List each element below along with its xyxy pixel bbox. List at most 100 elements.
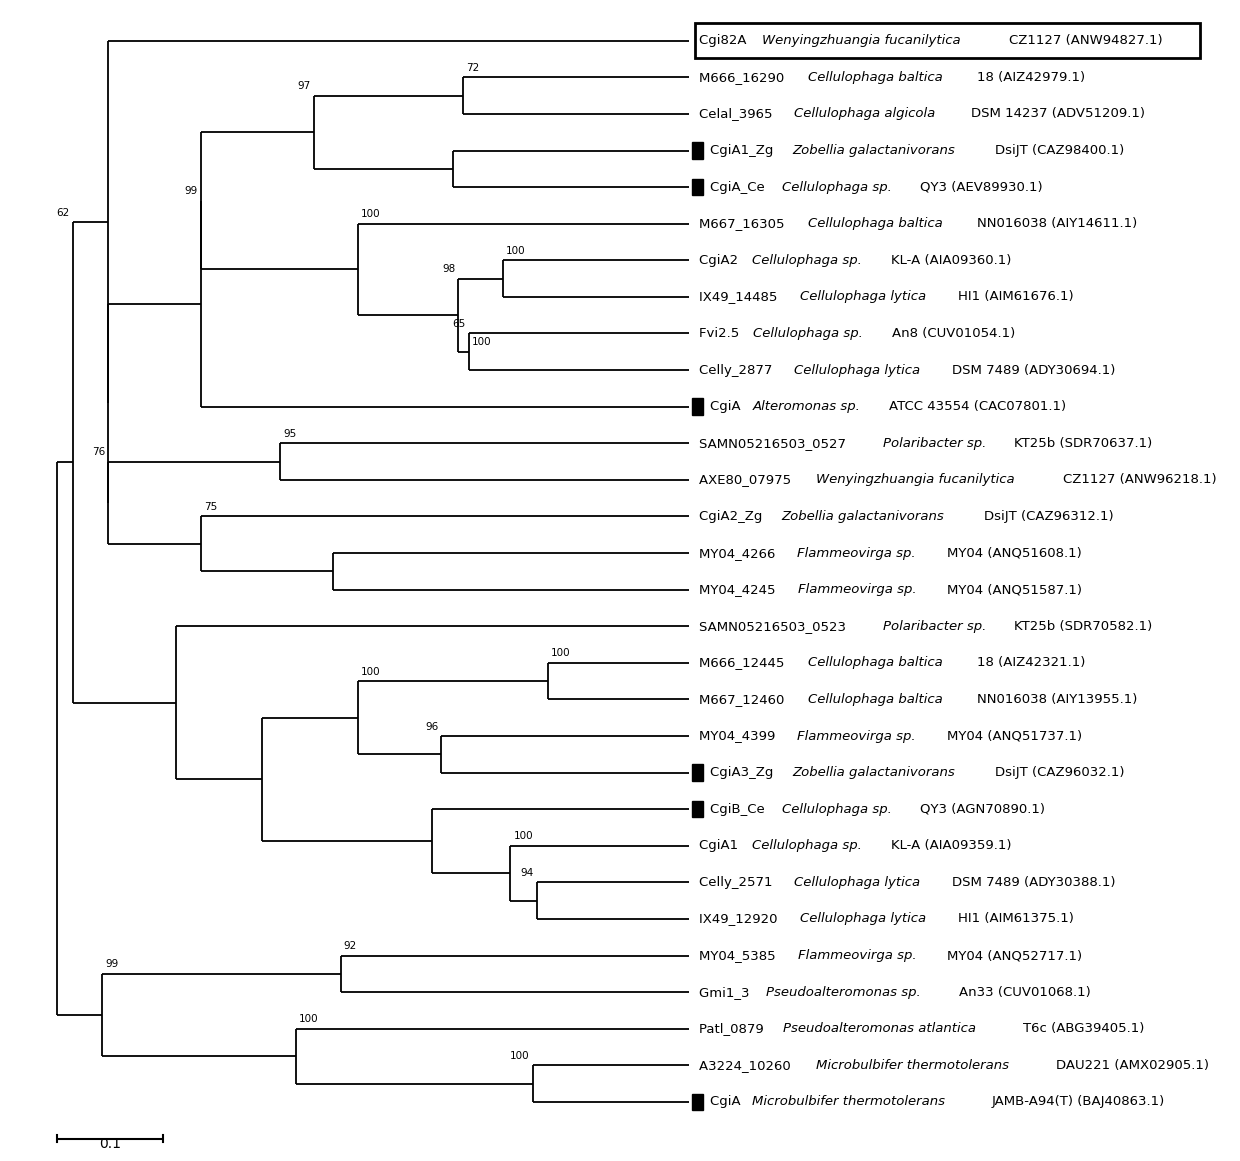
Text: MY04 (ANQ51608.1): MY04 (ANQ51608.1) xyxy=(946,547,1081,560)
Text: Celal_3965: Celal_3965 xyxy=(699,108,777,121)
Text: Wenyingzhuangia fucanilytica: Wenyingzhuangia fucanilytica xyxy=(763,35,965,48)
Text: An33 (CUV01068.1): An33 (CUV01068.1) xyxy=(959,986,1091,998)
Text: 18 (AIZ42979.1): 18 (AIZ42979.1) xyxy=(977,71,1085,84)
Text: AXE80_07975: AXE80_07975 xyxy=(699,474,796,486)
Text: Pseudoalteromonas sp.: Pseudoalteromonas sp. xyxy=(766,986,925,998)
Text: Polaribacter sp.: Polaribacter sp. xyxy=(883,620,991,633)
Text: DSM 14237 (ADV51209.1): DSM 14237 (ADV51209.1) xyxy=(971,108,1145,121)
Text: Cellulophaga lytica: Cellulophaga lytica xyxy=(794,363,924,376)
Text: T6c (ABG39405.1): T6c (ABG39405.1) xyxy=(1023,1022,1145,1036)
Text: CgiA2_Zg: CgiA2_Zg xyxy=(699,510,768,522)
Text: M667_12460: M667_12460 xyxy=(699,693,789,706)
Text: DsiJT (CAZ96312.1): DsiJT (CAZ96312.1) xyxy=(985,510,1114,522)
Text: 100: 100 xyxy=(513,831,533,842)
Text: Polaribacter sp.: Polaribacter sp. xyxy=(883,437,991,449)
Text: CgiA1_Zg: CgiA1_Zg xyxy=(711,144,777,157)
Text: HI1 (AIM61375.1): HI1 (AIM61375.1) xyxy=(959,913,1074,925)
Text: Cellulophaga baltica: Cellulophaga baltica xyxy=(808,71,947,84)
Text: CgiA: CgiA xyxy=(711,401,745,413)
Text: 75: 75 xyxy=(203,502,217,512)
Text: QY3 (AGN70890.1): QY3 (AGN70890.1) xyxy=(920,802,1045,816)
Text: IX49_14485: IX49_14485 xyxy=(699,290,782,303)
Text: 18 (AIZ42321.1): 18 (AIZ42321.1) xyxy=(977,656,1085,670)
Text: DSM 7489 (ADY30388.1): DSM 7489 (ADY30388.1) xyxy=(952,875,1116,889)
Text: 65: 65 xyxy=(453,319,466,329)
Text: Cellulophaga sp.: Cellulophaga sp. xyxy=(753,839,867,852)
Text: 92: 92 xyxy=(343,942,357,951)
Text: M666_16290: M666_16290 xyxy=(699,71,789,84)
Text: CgiA2: CgiA2 xyxy=(699,254,743,267)
Text: Pseudoalteromonas atlantica: Pseudoalteromonas atlantica xyxy=(784,1022,981,1036)
Text: 62: 62 xyxy=(57,208,69,217)
Text: M667_16305: M667_16305 xyxy=(699,217,789,230)
Text: HI1 (AIM61676.1): HI1 (AIM61676.1) xyxy=(959,290,1074,303)
Text: CgiA_Ce: CgiA_Ce xyxy=(711,181,769,194)
Text: 100: 100 xyxy=(361,209,381,219)
Text: 100: 100 xyxy=(510,1051,529,1061)
Text: Cellulophaga baltica: Cellulophaga baltica xyxy=(808,217,947,230)
Text: Cellulophaga lytica: Cellulophaga lytica xyxy=(800,913,930,925)
Text: KT25b (SDR70637.1): KT25b (SDR70637.1) xyxy=(1014,437,1152,449)
Bar xyxy=(692,801,703,817)
Text: 100: 100 xyxy=(472,338,492,347)
Text: Cellulophaga baltica: Cellulophaga baltica xyxy=(808,656,947,670)
Text: IX49_12920: IX49_12920 xyxy=(699,913,782,925)
Bar xyxy=(692,143,703,159)
Text: ATCC 43554 (CAC07801.1): ATCC 43554 (CAC07801.1) xyxy=(889,401,1065,413)
Text: 99: 99 xyxy=(105,959,118,969)
Text: Gmi1_3: Gmi1_3 xyxy=(699,986,754,998)
Text: Cellulophaga sp.: Cellulophaga sp. xyxy=(781,181,895,194)
Text: DAU221 (AMX02905.1): DAU221 (AMX02905.1) xyxy=(1055,1059,1209,1072)
Text: KL-A (AIA09359.1): KL-A (AIA09359.1) xyxy=(890,839,1012,852)
Text: MY04_4266: MY04_4266 xyxy=(699,547,780,560)
Text: CZ1127 (ANW94827.1): CZ1127 (ANW94827.1) xyxy=(1009,35,1162,48)
Text: NN016038 (AIY13955.1): NN016038 (AIY13955.1) xyxy=(977,693,1137,706)
Text: Alteromonas sp.: Alteromonas sp. xyxy=(753,401,864,413)
Text: Celly_2571: Celly_2571 xyxy=(699,875,777,889)
Text: JAMB-A94(T) (BAJ40863.1): JAMB-A94(T) (BAJ40863.1) xyxy=(992,1096,1166,1109)
Text: 94: 94 xyxy=(521,868,533,878)
Bar xyxy=(692,764,703,781)
Text: Flammeovirga sp.: Flammeovirga sp. xyxy=(797,583,920,596)
Text: CZ1127 (ANW96218.1): CZ1127 (ANW96218.1) xyxy=(1063,474,1216,486)
Text: Microbulbifer thermotolerans: Microbulbifer thermotolerans xyxy=(753,1096,950,1109)
Text: Zobellia galactanivorans: Zobellia galactanivorans xyxy=(792,766,960,779)
Text: 76: 76 xyxy=(92,447,105,457)
Text: 0.1: 0.1 xyxy=(99,1138,122,1152)
Text: 95: 95 xyxy=(283,428,296,439)
Text: 98: 98 xyxy=(441,265,455,274)
Text: A3224_10260: A3224_10260 xyxy=(699,1059,795,1072)
Text: MY04_4399: MY04_4399 xyxy=(699,729,780,743)
Text: Microbulbifer thermotolerans: Microbulbifer thermotolerans xyxy=(816,1059,1013,1072)
Text: Celly_2877: Celly_2877 xyxy=(699,363,777,376)
Text: 99: 99 xyxy=(184,187,197,196)
Text: Zobellia galactanivorans: Zobellia galactanivorans xyxy=(781,510,949,522)
Text: CgiA1: CgiA1 xyxy=(699,839,743,852)
Bar xyxy=(694,23,1200,58)
Text: CgiB_Ce: CgiB_Ce xyxy=(711,802,769,816)
Text: MY04_4245: MY04_4245 xyxy=(699,583,780,596)
Text: Cellulophaga baltica: Cellulophaga baltica xyxy=(808,693,947,706)
Text: Wenyingzhuangia fucanilytica: Wenyingzhuangia fucanilytica xyxy=(816,474,1019,486)
Text: 97: 97 xyxy=(298,81,311,92)
Text: NN016038 (AIY14611.1): NN016038 (AIY14611.1) xyxy=(977,217,1137,230)
Text: Cgi82A: Cgi82A xyxy=(699,35,751,48)
Text: MY04 (ANQ51737.1): MY04 (ANQ51737.1) xyxy=(946,729,1081,743)
Text: 100: 100 xyxy=(299,1015,319,1024)
Text: SAMN05216503_0527: SAMN05216503_0527 xyxy=(699,437,851,449)
Text: 96: 96 xyxy=(425,722,438,731)
Text: Flammeovirga sp.: Flammeovirga sp. xyxy=(797,949,920,962)
Text: Fvi2.5: Fvi2.5 xyxy=(699,327,744,340)
Text: Cellulophaga sp.: Cellulophaga sp. xyxy=(754,327,868,340)
Text: Zobellia galactanivorans: Zobellia galactanivorans xyxy=(792,144,960,157)
Text: MY04 (ANQ51587.1): MY04 (ANQ51587.1) xyxy=(947,583,1081,596)
Bar xyxy=(692,1094,703,1110)
Text: M666_12445: M666_12445 xyxy=(699,656,789,670)
Text: Flammeovirga sp.: Flammeovirga sp. xyxy=(797,547,920,560)
Bar xyxy=(692,398,703,414)
Text: Cellulophaga lytica: Cellulophaga lytica xyxy=(800,290,930,303)
Text: KL-A (AIA09360.1): KL-A (AIA09360.1) xyxy=(890,254,1011,267)
Text: QY3 (AEV89930.1): QY3 (AEV89930.1) xyxy=(920,181,1043,194)
Text: MY04 (ANQ52717.1): MY04 (ANQ52717.1) xyxy=(947,949,1083,962)
Text: Cellulophaga sp.: Cellulophaga sp. xyxy=(781,802,895,816)
